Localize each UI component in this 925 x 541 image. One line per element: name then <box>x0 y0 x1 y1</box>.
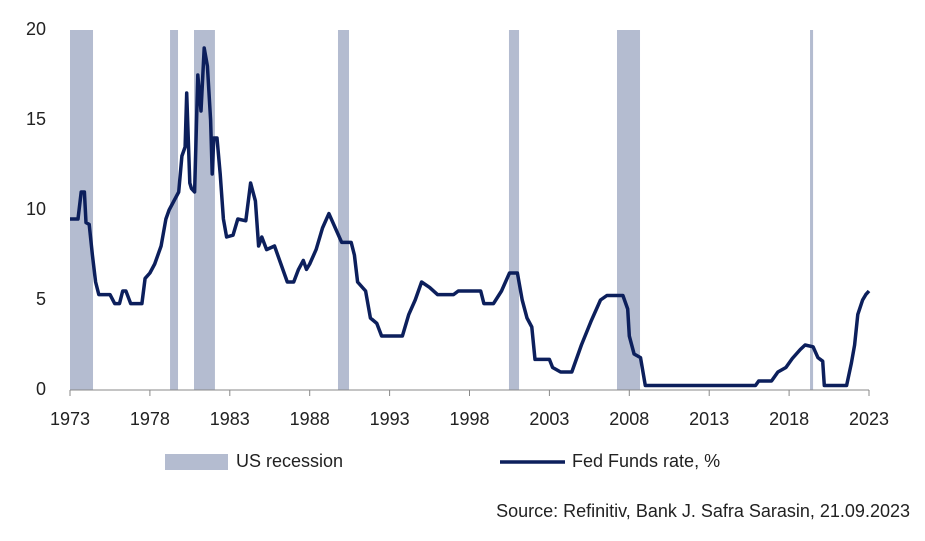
y-tick-label: 0 <box>36 379 46 399</box>
x-tick-label: 2018 <box>769 409 809 429</box>
x-tick-label: 1998 <box>449 409 489 429</box>
x-tick-label: 2023 <box>849 409 889 429</box>
legend-label: US recession <box>236 451 343 471</box>
recession-band <box>810 30 814 390</box>
legend-label: Fed Funds rate, % <box>572 451 720 471</box>
recession-band <box>70 30 94 390</box>
x-tick-label: 1973 <box>50 409 90 429</box>
x-tick-label: 1983 <box>210 409 250 429</box>
legend-swatch <box>165 454 228 470</box>
x-tick-label: 2008 <box>609 409 649 429</box>
x-tick-label: 2013 <box>689 409 729 429</box>
recession-band <box>508 30 520 390</box>
x-tick-label: 1978 <box>130 409 170 429</box>
y-tick-label: 15 <box>26 109 46 129</box>
x-tick-label: 2003 <box>529 409 569 429</box>
x-tick-label: 1988 <box>290 409 330 429</box>
recession-band <box>170 30 179 390</box>
y-tick-label: 20 <box>26 19 46 39</box>
rate-line <box>70 46 871 388</box>
y-tick-label: 10 <box>26 199 46 219</box>
source-note: Source: Refinitiv, Bank J. Safra Sarasin… <box>496 501 910 521</box>
x-tick-label: 1993 <box>370 409 410 429</box>
recession-band <box>337 30 350 390</box>
y-tick-label: 5 <box>36 289 46 309</box>
